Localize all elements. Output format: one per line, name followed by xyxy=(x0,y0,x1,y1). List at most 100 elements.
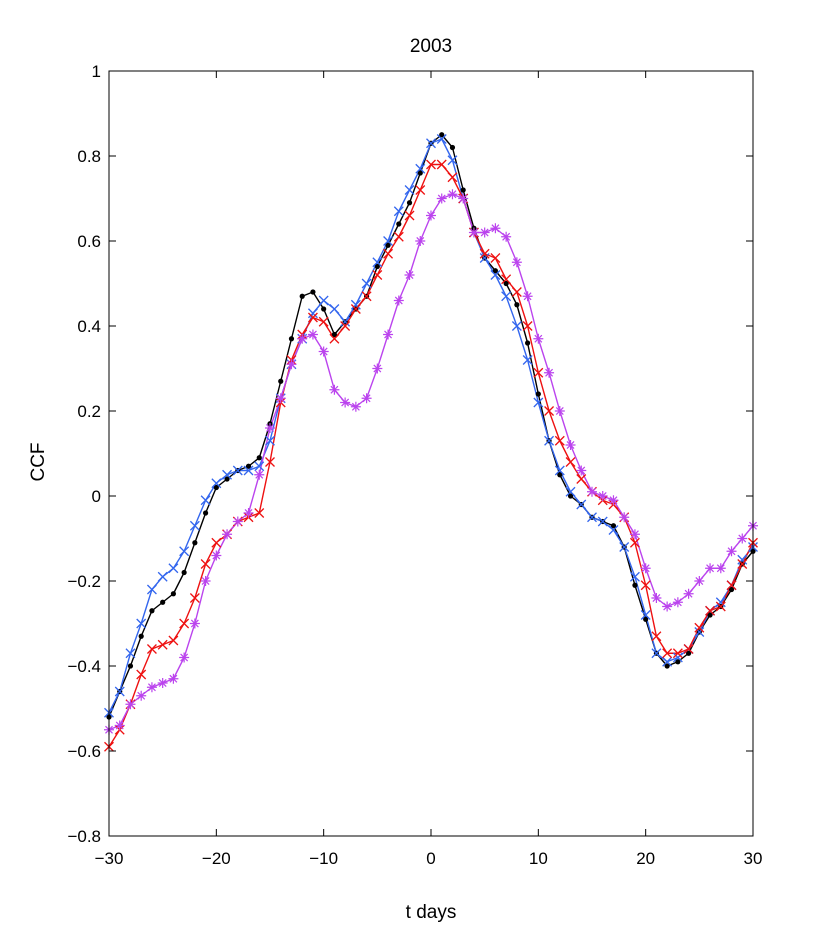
series-1-point xyxy=(170,591,176,597)
series-2-point xyxy=(232,465,243,476)
series-2-point xyxy=(243,465,254,476)
series-1-point xyxy=(385,242,391,248)
series-4-point xyxy=(168,673,179,684)
series-3-point xyxy=(189,593,200,603)
series-3-point xyxy=(490,253,501,263)
series-1-point xyxy=(503,280,509,287)
series-3-point xyxy=(683,644,694,654)
series-3-point xyxy=(265,457,275,467)
y-tick-label: −0.8 xyxy=(67,827,101,846)
series-4-point xyxy=(275,393,286,404)
series-1-point xyxy=(192,540,198,546)
series-4-point xyxy=(254,469,265,480)
series-1-point xyxy=(610,523,617,529)
series-4-point xyxy=(426,210,436,221)
series-4-point xyxy=(490,223,501,234)
series-3-point xyxy=(350,304,361,314)
series-2-point xyxy=(544,435,555,446)
series-4-point xyxy=(372,363,383,374)
x-tick-label: 10 xyxy=(529,849,548,868)
series-3-point xyxy=(554,435,565,446)
series-2-point xyxy=(361,278,372,289)
chart-title: 2003 xyxy=(410,36,452,57)
series-3-point xyxy=(254,508,265,518)
series-2-point xyxy=(737,554,748,565)
series-2-point xyxy=(189,520,200,531)
series-3-point xyxy=(372,270,383,280)
y-tick-label: −0.6 xyxy=(67,742,101,761)
series-3-point xyxy=(179,618,190,629)
series-4-point xyxy=(404,270,415,280)
series-2-point xyxy=(436,134,447,144)
series-2-point xyxy=(576,499,587,510)
series-4-point xyxy=(640,563,651,574)
series-3-point xyxy=(426,159,436,170)
y-tick-label: −0.2 xyxy=(67,572,101,591)
series-4-point xyxy=(479,227,490,238)
y-tick-label: 0.4 xyxy=(77,317,101,336)
series-1-point xyxy=(439,132,445,138)
axis-tick-labels: −30 −20 −10 0 10 20 30 −0.8 −0.6 −0.4 −0.2 0 0.2 0.4 0… xyxy=(67,62,762,868)
plot-markers xyxy=(104,132,758,752)
series-3-point xyxy=(565,457,576,467)
series-2-point xyxy=(490,270,501,280)
series-2-point xyxy=(715,597,726,608)
series-4-point xyxy=(587,486,597,497)
series-3-point xyxy=(329,333,340,344)
series-1-point xyxy=(203,510,209,516)
series-4-point xyxy=(694,576,705,586)
series-2-point xyxy=(415,163,426,174)
series-2-point xyxy=(447,155,458,166)
series-3-point xyxy=(640,580,651,591)
series-2-point xyxy=(200,495,211,506)
series-2-point xyxy=(179,546,190,557)
series-3-point xyxy=(157,639,168,650)
series-2-point xyxy=(662,656,673,667)
series-4-point xyxy=(297,333,308,344)
series-3-point xyxy=(672,648,683,659)
series-2-point xyxy=(340,316,351,327)
series-1-point xyxy=(406,200,413,206)
series-2-point xyxy=(587,512,597,523)
series-4-point xyxy=(361,393,372,404)
series-3-point xyxy=(361,291,372,302)
series-1-point xyxy=(288,336,295,342)
series-1-point xyxy=(492,268,498,274)
y-axis-title: CCF xyxy=(28,442,49,481)
series-1-point xyxy=(417,170,423,176)
series-3-point xyxy=(576,474,587,484)
x-tick-label: 20 xyxy=(636,849,655,868)
axis-ticks xyxy=(108,70,754,837)
series-3-point xyxy=(694,622,705,633)
y-tick-label: 0.8 xyxy=(77,147,101,166)
series-1-point xyxy=(127,663,134,669)
series-1-point xyxy=(310,289,316,295)
series-1-point xyxy=(278,378,284,384)
series-1-point xyxy=(138,633,144,639)
series-3-point xyxy=(168,635,179,646)
y-tick-label: 0.6 xyxy=(77,232,101,251)
series-3-point xyxy=(136,669,147,680)
series-4-point xyxy=(737,533,748,544)
series-3-point xyxy=(340,321,351,331)
series-4-point xyxy=(468,227,479,238)
series-2-point xyxy=(522,355,533,365)
series-3-point xyxy=(522,321,533,331)
series-4-point xyxy=(189,618,200,629)
series-4-point xyxy=(200,576,211,586)
series-4-point xyxy=(672,597,683,608)
series-2-point xyxy=(672,652,683,663)
series-4-point xyxy=(222,529,233,540)
series-2-point xyxy=(608,525,619,535)
series-4-point xyxy=(522,291,533,302)
series-2-point xyxy=(629,571,640,582)
series-4-point xyxy=(286,359,297,370)
series-3-point xyxy=(726,580,737,591)
series-4-point xyxy=(619,512,630,523)
series-4-point xyxy=(715,563,726,574)
series-1-point xyxy=(514,302,520,308)
series-2-point xyxy=(694,627,705,637)
series-2-point xyxy=(383,236,394,246)
series-1-point xyxy=(149,608,155,614)
series-2-point xyxy=(307,308,318,319)
